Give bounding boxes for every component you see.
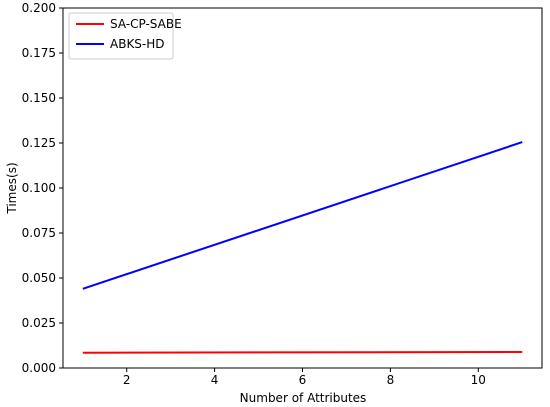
y-axis-ticks: 0.000 0.025 0.050 0.075 0.100 0.125 0.150 0.175…: [22, 1, 63, 375]
y-tick-label: 0.000: [22, 361, 56, 375]
y-axis-label: Times(s): [5, 162, 19, 214]
y-tick-label: 0.025: [22, 316, 56, 330]
legend: SA-CP-SABE ABKS-HD: [68, 12, 182, 60]
y-tick-label: 0.125: [22, 136, 56, 150]
legend-label: ABKS-HD: [110, 37, 165, 51]
y-tick-label: 0.200: [22, 1, 56, 15]
x-tick-label: 4: [211, 373, 219, 387]
y-tick-label: 0.175: [22, 46, 56, 60]
legend-label: SA-CP-SABE: [110, 17, 182, 31]
x-tick-label: 10: [471, 373, 486, 387]
x-tick-label: 8: [387, 373, 395, 387]
series-line-sa-cp-sabe: [82, 350, 523, 354]
x-tick-label: 6: [299, 373, 307, 387]
x-axis-label: Number of Attributes: [240, 391, 367, 405]
y-tick-label: 0.075: [22, 226, 56, 240]
plot-area: [63, 8, 542, 368]
series-line-abks-hd: [82, 141, 523, 290]
series-layer: [82, 141, 523, 354]
x-axis-ticks: 2 4 6 8 10: [123, 368, 486, 387]
y-tick-label: 0.100: [22, 181, 56, 195]
x-tick-label: 2: [123, 373, 131, 387]
y-tick-label: 0.150: [22, 91, 56, 105]
y-tick-label: 0.050: [22, 271, 56, 285]
